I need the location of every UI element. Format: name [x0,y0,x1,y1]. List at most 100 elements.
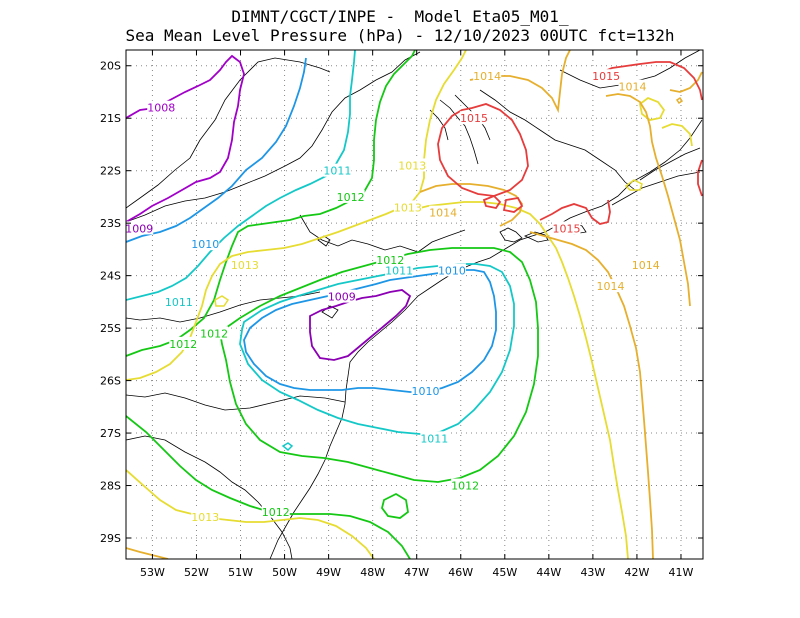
isobar-label-text: 1015 [592,70,620,83]
isobar-label-background [398,158,427,172]
isobar-label-text: 1011 [420,432,448,445]
isobar-label-background [552,221,581,235]
isobar-label-1010: 1010 [411,384,440,398]
isobar-label-text: 1008 [147,102,175,115]
isobar-label-text: 1013 [191,511,219,524]
isobar-label-text: 1015 [552,222,580,235]
isobar-1014 [419,183,523,227]
isobar-label-1011: 1011 [323,163,352,178]
lon-tick-label: 47W [404,566,429,579]
isobar-label-background [169,336,198,350]
isobar-label-background [336,189,365,203]
isobar-1013-ne [639,96,666,121]
isobar-label-text: 1010 [438,264,466,277]
isobar-label-1012: 1012 [376,252,405,267]
isobar-1013-ne2 [624,179,643,191]
lon-tick-label: 41W [669,566,694,579]
isobar-1013-sw [126,469,375,559]
lon-tick-label: 49W [316,566,341,579]
isobar-label-text: 1012 [451,480,479,493]
isobar-label-background [437,263,466,277]
isobar-label-1009: 1009 [327,289,356,304]
isobar-label-background [200,326,229,340]
isobar-label-background [261,504,290,518]
lat-tick-label: 29S [100,532,121,545]
isobar-1010-south [243,269,497,393]
isobar-label-text: 1011 [323,165,351,178]
lon-tick-label: 42W [624,566,649,579]
lon-tick-label: 52W [184,566,209,579]
isobar-label-background [420,431,449,445]
lat-tick-label: 24S [100,270,121,283]
lat-tick-label: 21S [100,112,121,125]
isobar-label-1015: 1015 [552,221,581,235]
isobar-1012-far-south [126,415,411,559]
isobar-1014-north [469,50,571,114]
lon-tick-label: 46W [448,566,473,579]
isobar-lines [126,50,703,559]
isobar-label-1014: 1014 [473,69,501,83]
isobar-label-text: 1014 [597,280,625,293]
isobar-label-text: 1013 [231,259,259,272]
isobar-label-1011: 1011 [420,431,449,445]
isobar-label-1012: 1012 [336,189,365,204]
isobar-1012-south [219,247,539,483]
isobar-1013-cell [214,295,230,307]
isobar-label-background [327,289,356,303]
lat-tick-label: 20S [100,60,121,73]
isobar-label-text: 1012 [262,506,290,519]
isobar-1014-ne [605,93,691,307]
isobar-label-background [618,79,647,93]
isobar-label-1012: 1012 [200,326,229,340]
lon-tick-label: 50W [272,566,297,579]
isobar-label-background [473,69,502,83]
isobar-1013-east [411,201,629,559]
map-frame [125,49,704,560]
isobar-1014-sw [126,547,169,559]
isobar-label-1011: 1011 [164,294,193,309]
isobar-label-text: 1009 [328,291,356,304]
isobar-1015-cell [482,194,502,210]
lon-tick-label: 53W [140,566,165,579]
isobar-label-text: 1013 [398,159,426,172]
isobar-label-1012: 1012 [169,336,198,351]
isobar-label-1014: 1014 [631,258,660,272]
isobar-label-background [147,100,176,114]
lat-tick-label: 28S [100,480,121,493]
isobar-1011 [126,50,356,301]
isobar-1015-edge [697,159,703,197]
isobar-label-1013: 1013 [230,258,259,272]
lon-tick-label: 48W [360,566,385,579]
isobar-1011-small [281,442,294,452]
isobar-label-background [385,263,414,277]
isobar-label-1010: 1010 [191,237,220,251]
lon-tick-label: 44W [536,566,561,579]
isobar-label-1014: 1014 [618,79,647,94]
isobar-label-1013: 1013 [398,158,427,172]
isobar-label-1012: 1012 [451,478,480,493]
isobar-1015-north [597,61,703,101]
lat-tick-label: 25S [100,322,121,335]
isobar-label-text: 1012 [169,338,197,351]
isobar-label-text: 1010 [412,385,440,398]
isobar-label-background [459,111,488,125]
isobar-label-background [164,294,193,308]
axis-ticks: 53W 52W 51W 50W 49W 48W 47W 46W 45W 44W 43W 42W 41W 2… [100,50,703,579]
isobar-label-text: 1013 [394,201,422,214]
isobar-label-background [230,258,259,272]
isobar-label-1012: 1012 [261,504,290,519]
isobar-label-background [451,478,480,492]
isobar-1015-east [539,199,611,225]
lat-tick-label: 22S [100,165,121,178]
isobar-label-1010: 1010 [437,263,466,277]
isobar-label-background [596,279,625,293]
isobar-label-text: 1011 [385,264,413,277]
isobar-label-background [631,258,660,272]
isobar-1008 [126,54,245,223]
isobar-label-background [376,252,405,266]
isobar-label-1015: 1015 [592,69,621,83]
chart-title-line-1: DIMNT/CGCT/INPE - Model Eta05_M01_ [231,7,569,26]
isobar-label-text: 1014 [429,207,457,220]
isobar-label-background [592,69,621,83]
